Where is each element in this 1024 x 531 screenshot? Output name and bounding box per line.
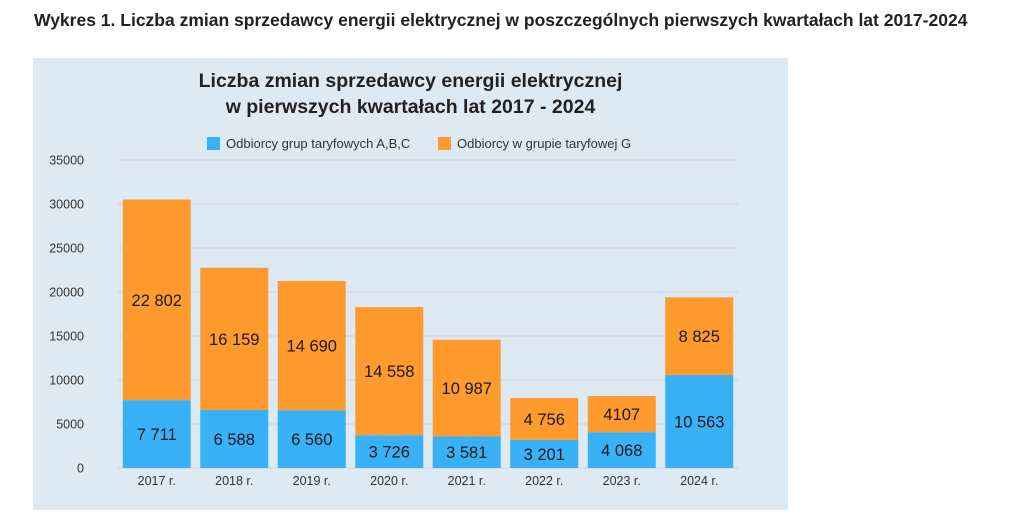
- bar-g: [587, 396, 656, 433]
- legend: Odbiorcy grup taryfowych A,B,C Odbiorcy …: [33, 136, 788, 154]
- bar-abc: [587, 432, 656, 468]
- legend-swatch-g: [438, 137, 451, 150]
- bar-abc: [277, 410, 346, 468]
- y-tick-label: 25000: [49, 242, 84, 256]
- x-tick-label: 2024 r.: [680, 474, 718, 488]
- y-tick-label: 20000: [49, 286, 84, 300]
- x-tick-label: 2022 r.: [525, 474, 563, 488]
- data-label-g: 4107: [603, 406, 640, 424]
- x-tick-label: 2019 r.: [293, 474, 331, 488]
- y-tick-label: 15000: [49, 330, 84, 344]
- page-heading: Wykres 1. Liczba zmian sprzedawcy energi…: [34, 10, 968, 30]
- x-tick-label: 2017 r.: [138, 474, 176, 488]
- data-label-abc: 3 581: [446, 444, 487, 462]
- bar-abc: [122, 400, 191, 468]
- data-label-abc: 7 711: [137, 426, 177, 444]
- bar-g: [277, 281, 346, 411]
- bar-chart: 0 5000 10000 15000 20000 25000 30000 35000 7 711…: [49, 154, 738, 488]
- bar-abc: [432, 436, 501, 468]
- data-label-abc: 6 560: [291, 431, 332, 449]
- x-tick-label: 2023 r.: [603, 474, 641, 488]
- data-label-g: 8 825: [679, 328, 720, 346]
- data-label-abc: 10 563: [674, 414, 724, 432]
- y-tick-label: 35000: [49, 154, 84, 168]
- y-tick-label: 10000: [49, 374, 84, 388]
- bar-g: [665, 297, 734, 376]
- chart-title-line-1: Liczba zmian sprzedawcy energii elektryc…: [198, 70, 623, 92]
- legend-item-g: Odbiorcy w grupie taryfowej G: [438, 136, 631, 151]
- bar-g: [355, 307, 424, 436]
- legend-label-abc: Odbiorcy grup taryfowych A,B,C: [226, 136, 411, 151]
- data-label-g: 14 558: [364, 363, 414, 381]
- bar-g: [200, 267, 269, 411]
- x-tick-label: 2021 r.: [448, 474, 486, 488]
- chart-panel: Liczba zmian sprzedawcy energii elektryc…: [33, 58, 788, 510]
- data-label-g: 10 987: [442, 380, 492, 398]
- data-label-g: 22 802: [132, 292, 182, 310]
- bar-abc: [665, 375, 734, 468]
- bar-abc: [355, 435, 424, 468]
- chart-title-line-2: w pierwszych kwartałach lat 2017 - 2024: [225, 96, 596, 118]
- bar-abc: [200, 410, 269, 468]
- y-tick-label: 5000: [56, 418, 84, 432]
- x-tick-label: 2020 r.: [370, 474, 408, 488]
- data-label-g: 4 756: [524, 411, 565, 429]
- y-tick-label: 30000: [49, 198, 84, 212]
- x-tick-label: 2018 r.: [215, 474, 253, 488]
- bar-g: [432, 339, 501, 437]
- data-label-abc: 3 726: [369, 444, 410, 462]
- data-label-g: 14 690: [287, 338, 337, 356]
- data-label-abc: 6 588: [214, 431, 255, 449]
- bar-g: [122, 199, 191, 401]
- legend-item-abc: Odbiorcy grup taryfowych A,B,C: [207, 136, 410, 151]
- legend-swatch-abc: [207, 137, 220, 150]
- data-label-abc: 3 201: [524, 446, 565, 464]
- bar-abc: [510, 439, 579, 468]
- data-label-g: 16 159: [209, 331, 259, 349]
- data-label-abc: 4 068: [601, 442, 642, 460]
- legend-label-g: Odbiorcy w grupie taryfowej G: [457, 136, 632, 151]
- bar-g: [510, 397, 579, 440]
- y-tick-label: 0: [77, 462, 84, 476]
